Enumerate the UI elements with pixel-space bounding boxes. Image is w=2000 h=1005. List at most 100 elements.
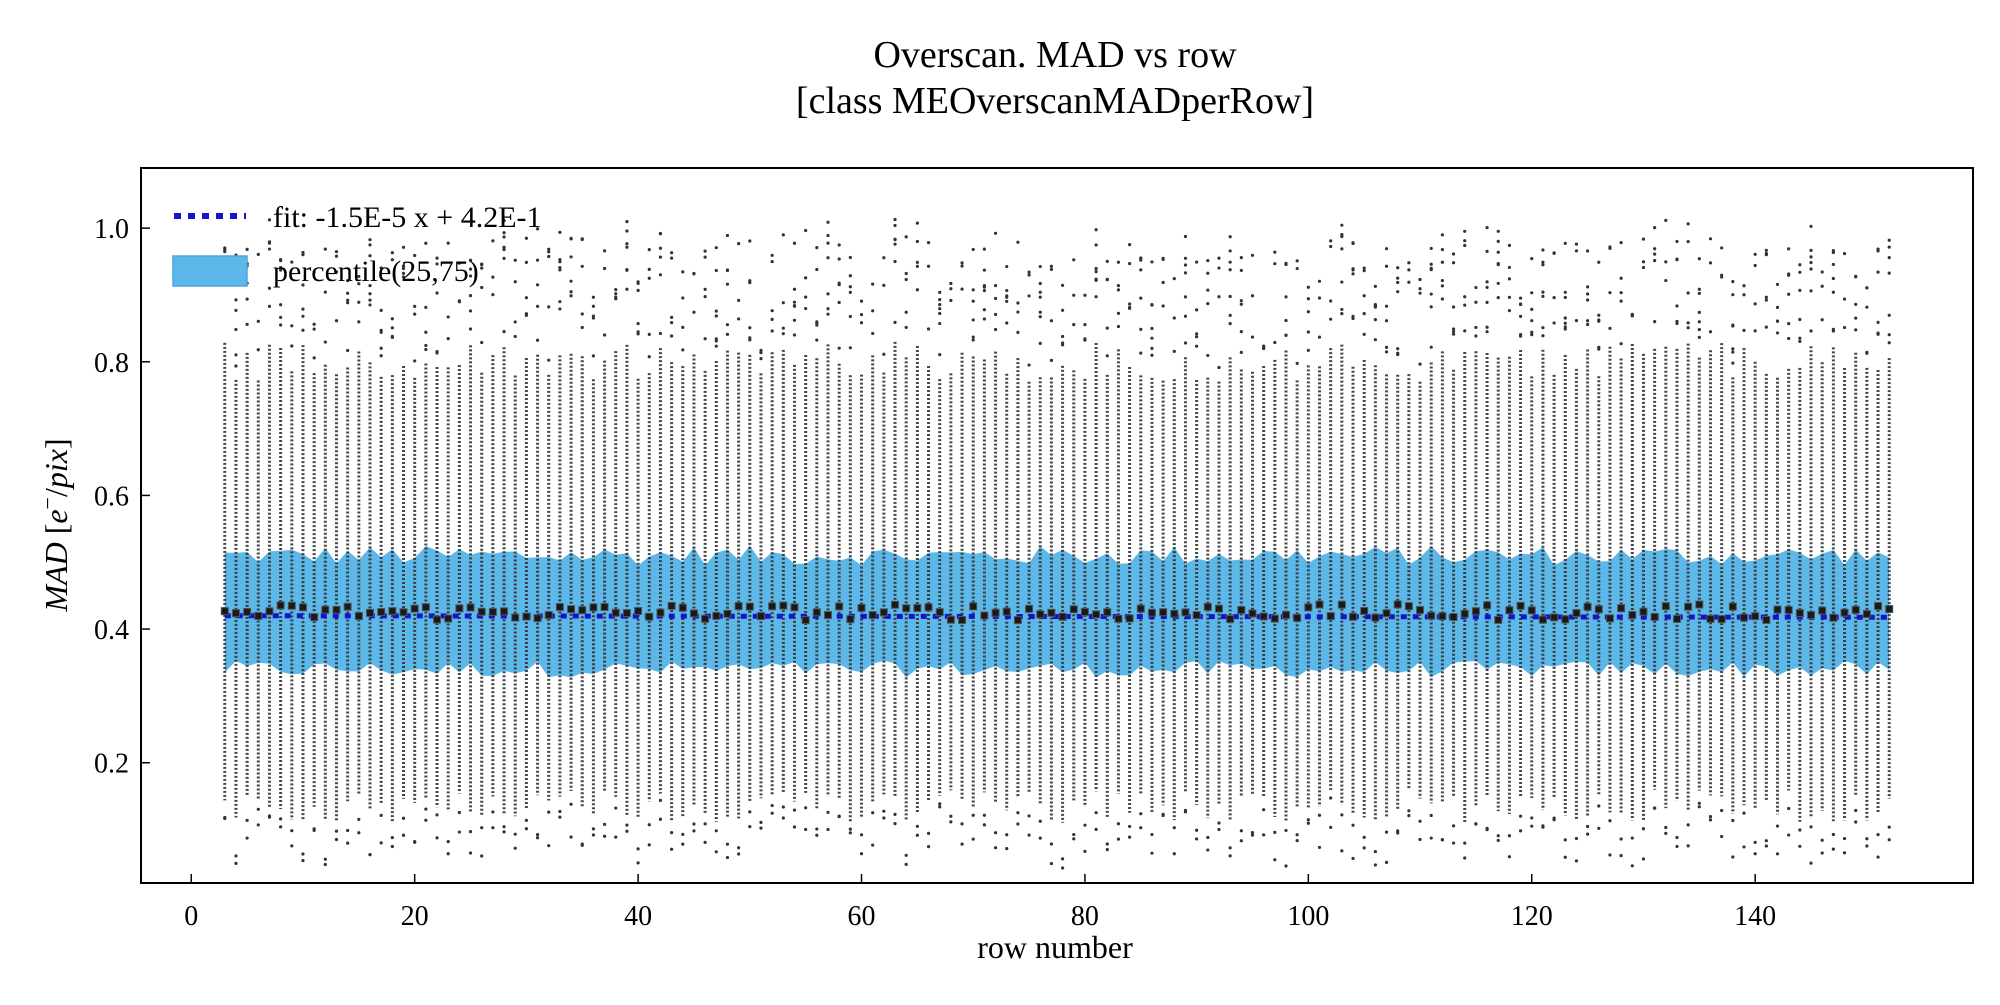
scatter-point	[413, 253, 417, 258]
median-marker	[1505, 606, 1514, 615]
scatter-point	[960, 261, 964, 265]
scatter-point	[390, 835, 394, 840]
median-marker	[656, 608, 665, 617]
scatter-point	[826, 312, 830, 316]
scatter-point	[1541, 290, 1545, 294]
scatter-point	[971, 288, 975, 292]
scatter-point	[848, 285, 852, 289]
scatter-point	[915, 824, 919, 828]
scatter-point	[1362, 266, 1366, 270]
median-marker	[1740, 613, 1748, 622]
scatter-point	[1183, 341, 1188, 345]
scatter-point	[1116, 311, 1121, 315]
scatter-point	[1451, 824, 1456, 828]
median-marker	[891, 600, 900, 609]
scatter-point	[1384, 247, 1389, 251]
scatter-point	[949, 814, 953, 818]
scatter-point	[491, 293, 495, 297]
scatter-point	[1787, 322, 1791, 326]
scatter-point	[1440, 838, 1444, 842]
scatter-point	[1317, 845, 1322, 850]
scatter-point	[1396, 347, 1400, 351]
scatter-point	[1586, 832, 1590, 836]
scatter-point	[714, 314, 718, 318]
scatter-point	[334, 250, 339, 254]
scatter-point	[1195, 308, 1199, 312]
scatter-point	[1876, 270, 1880, 274]
scatter-point	[1686, 321, 1690, 325]
scatter-point	[1060, 308, 1065, 312]
scatter-point	[1094, 827, 1098, 831]
scatter-point	[379, 308, 383, 312]
scatter-point	[1831, 262, 1835, 267]
scatter-point	[256, 807, 260, 811]
scatter-point	[468, 327, 473, 331]
scatter-point	[1195, 344, 1199, 348]
scatter-point	[245, 836, 249, 840]
median-marker	[790, 603, 799, 612]
scatter-point	[1217, 266, 1221, 270]
scatter-point	[792, 318, 797, 322]
scatter-point	[658, 273, 663, 277]
scatter-point	[401, 245, 406, 249]
scatter-point	[804, 228, 808, 233]
scatter-point	[223, 246, 227, 250]
scatter-point	[614, 288, 618, 292]
scatter-point	[1742, 284, 1746, 288]
scatter-point	[1306, 818, 1310, 822]
scatter-point	[1619, 291, 1623, 295]
scatter-point	[949, 298, 953, 303]
scatter-point	[1787, 833, 1791, 837]
scatter-point	[357, 831, 361, 835]
scatter-point	[636, 861, 640, 865]
median-marker	[1784, 605, 1793, 614]
scatter-point	[502, 247, 506, 252]
scatter-point	[636, 321, 640, 326]
scatter-point	[1128, 261, 1132, 266]
scatter-point	[625, 220, 629, 224]
scatter-point	[625, 823, 629, 827]
scatter-point	[1150, 303, 1154, 307]
scatter-point	[279, 258, 283, 262]
scatter-point	[658, 331, 663, 336]
scatter-point	[837, 815, 841, 819]
scatter-point	[1262, 344, 1266, 348]
scatter-point	[1351, 856, 1355, 861]
scatter-point	[1440, 284, 1444, 288]
scatter-point	[334, 254, 339, 258]
scatter-point	[1284, 295, 1288, 299]
scatter-point	[1686, 823, 1690, 827]
scatter-point	[468, 294, 473, 298]
scatter-point	[524, 260, 528, 265]
scatter-point	[658, 246, 663, 250]
scatter-point	[1183, 810, 1188, 814]
scatter-point	[1139, 257, 1143, 261]
median-marker	[913, 604, 922, 613]
x-tick-label: 20	[401, 901, 429, 932]
scatter-point	[1541, 260, 1545, 264]
scatter-point	[591, 827, 596, 831]
scatter-point	[502, 245, 506, 249]
scatter-point	[703, 840, 707, 844]
percentile-band-layer	[224, 545, 1890, 678]
fit-line-layer	[224, 613, 1890, 620]
scatter-point	[1887, 333, 1891, 337]
scatter-point	[871, 331, 875, 336]
scatter-point	[513, 320, 517, 324]
scatter-point	[893, 259, 897, 264]
scatter-point	[1563, 295, 1567, 300]
scatter-point	[334, 319, 339, 323]
scatter-point	[1842, 325, 1847, 330]
scatter-point	[1329, 299, 1333, 303]
scatter-point	[569, 255, 573, 259]
median-marker	[1628, 610, 1637, 619]
scatter-point	[1463, 841, 1467, 845]
scatter-point	[1496, 281, 1500, 286]
scatter-point	[670, 251, 674, 255]
median-marker	[1684, 602, 1693, 611]
scatter-point	[346, 348, 350, 353]
scatter-point	[915, 260, 919, 264]
scatter-points-layer	[223, 217, 1891, 870]
scatter-point	[1787, 247, 1791, 251]
scatter-point	[1574, 836, 1579, 841]
